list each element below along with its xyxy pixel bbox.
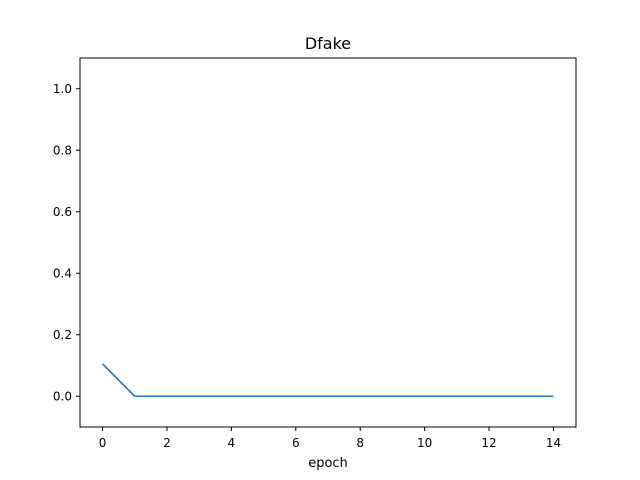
x-axis-label: epoch bbox=[308, 456, 348, 471]
x-tick-label: 2 bbox=[163, 436, 171, 450]
y-tick-label: 0.2 bbox=[53, 328, 72, 342]
series-line bbox=[101, 363, 554, 398]
y-tick-label: 0.8 bbox=[53, 143, 72, 157]
x-tick-label: 4 bbox=[228, 436, 236, 450]
x-tick-label: 6 bbox=[292, 436, 300, 450]
x-tick-label: 10 bbox=[417, 436, 432, 450]
x-tick-label: 0 bbox=[99, 436, 107, 450]
plot-area: 0 2 4 6 8 10 12 14 0.0 0.2 0.4 0.6 0.8 1.0 bbox=[53, 57, 577, 450]
y-tick-label: 0.6 bbox=[53, 205, 72, 219]
y-tick-label: 1.0 bbox=[53, 82, 72, 96]
chart-title: Dfake bbox=[305, 34, 351, 53]
x-tick-label: 8 bbox=[356, 436, 364, 450]
y-tick-label: 0.0 bbox=[53, 389, 72, 403]
x-tick-label: 14 bbox=[546, 436, 561, 450]
y-tick-label: 0.4 bbox=[53, 266, 72, 280]
x-tick-label: 12 bbox=[481, 436, 496, 450]
axes-frame bbox=[79, 57, 577, 428]
